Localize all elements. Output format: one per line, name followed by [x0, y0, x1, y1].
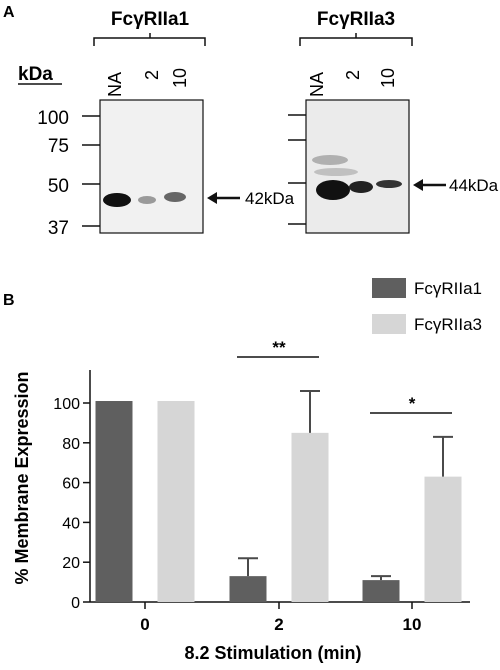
legend-label-1: FcγRIIa1	[414, 279, 482, 298]
blot1-lane-10: 10	[170, 68, 190, 88]
blot1-bracket	[93, 33, 206, 46]
bar-2-10	[424, 476, 462, 602]
x-tick-label: 10	[403, 615, 422, 634]
mw-100: 100	[37, 108, 69, 129]
panel-b-label: B	[3, 292, 15, 309]
blot2-lane-10: 10	[378, 68, 398, 88]
y-tick-label: 20	[62, 555, 80, 572]
blot2-lane-2: 2	[343, 70, 363, 80]
x-tick-label: 2	[274, 615, 283, 634]
blot2-band-10	[376, 180, 402, 188]
y-tick-label: 80	[62, 436, 80, 453]
arrow-42kda	[207, 192, 240, 204]
blot1-title: FcγRIIa1	[111, 9, 190, 30]
blot1-arrow-label: 42kDa	[245, 189, 295, 208]
blot2-title: FcγRIIa3	[317, 9, 395, 30]
bar-1-0	[95, 401, 133, 602]
mw-75: 75	[48, 136, 69, 157]
blot1-band-2	[138, 196, 156, 204]
y-tick-label: 100	[53, 396, 80, 413]
y-axis-title: % Membrane Expression	[12, 371, 32, 584]
legend-label-2: FcγRIIa3	[414, 315, 482, 334]
blot2-image	[288, 99, 410, 234]
significance-label: **	[272, 338, 286, 357]
blot2-band-2	[349, 181, 373, 193]
y-tick-label: 40	[62, 515, 80, 532]
x-axis-title: 8.2 Stimulation (min)	[184, 643, 361, 663]
legend-swatch-2	[372, 314, 406, 334]
significance-label: *	[409, 394, 416, 413]
blot1-band-10	[164, 192, 186, 202]
bar-2-0	[157, 401, 195, 602]
bar-1-10	[362, 580, 400, 602]
kda-label: kDa	[18, 64, 53, 85]
blot2-arrow-label: 44kDa	[449, 176, 499, 195]
mw-50: 50	[48, 176, 69, 197]
panel-a-label: A	[3, 4, 15, 21]
blot1-lane-na: NA	[105, 72, 125, 97]
blot2-lane-na: NA	[307, 72, 327, 97]
bar-1-2	[229, 576, 267, 602]
y-tick-label: 0	[71, 595, 80, 612]
mw-37: 37	[48, 218, 69, 239]
legend-swatch-1	[372, 278, 406, 298]
x-tick-label: 0	[140, 615, 149, 634]
blot1-lane-2: 2	[142, 70, 162, 80]
arrow-44kda	[413, 179, 446, 191]
blot1-band-na	[103, 193, 131, 207]
blot1-image	[82, 99, 204, 234]
bar-2-2	[291, 432, 329, 602]
blot2-bracket	[299, 33, 413, 46]
y-tick-label: 60	[62, 476, 80, 493]
blot2-band-na	[316, 180, 350, 200]
